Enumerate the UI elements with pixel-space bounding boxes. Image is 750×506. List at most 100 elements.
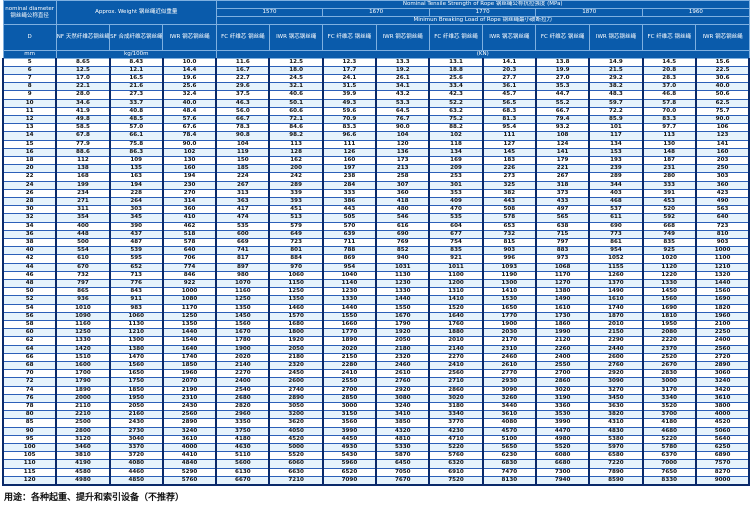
table-row: 56 1090 1060 1250 1450 1570 1550 1670 1640 1770 17… — [1, 312, 750, 322]
unit-weight: kg/100m — [55, 50, 217, 59]
value-cell: 1610 — [534, 304, 591, 313]
value-cell: 4310 — [588, 418, 644, 428]
value-cell: 90.0 — [375, 123, 431, 133]
value-cell: 4810 — [375, 435, 431, 445]
value-cell: 28.3 — [641, 74, 697, 84]
table-row: 120 4980 4850 5760 6670 7210 7090 7670 7520 8130 7… — [1, 476, 750, 487]
value-cell: 18.0 — [268, 66, 324, 75]
value-cell: 7050 — [375, 468, 431, 477]
value-cell: 112 — [55, 156, 111, 166]
value-cell: 1093 — [481, 263, 537, 272]
table-row: 36 448 437 518 600 649 639 690 677 732 715 773 749 81… — [1, 230, 750, 239]
value-cell: 57.8 — [641, 99, 697, 108]
diameter-cell: 24 — [1, 181, 58, 190]
table-row: 42 610 595 706 817 884 869 940 921 996 973 1052 1020… — [1, 254, 750, 264]
grade-1770: 1770 — [428, 8, 537, 17]
table-row: 11 41.9 40.8 48.4 56.0 60.6 59.6 64.5 63.2 68.3 66… — [1, 107, 750, 116]
value-cell: 2190 — [161, 386, 218, 395]
diameter-cell: 60 — [1, 328, 58, 338]
value-cell: 1560 — [694, 287, 750, 297]
value-cell: 40.0 — [694, 82, 750, 92]
value-cell: 1820 — [694, 304, 750, 313]
value-cell: 1190 — [481, 271, 537, 280]
value-cell: 1150 — [268, 279, 324, 289]
value-cell: 3120 — [55, 435, 111, 445]
value-cell: 1450 — [641, 287, 697, 297]
value-cell: 4320 — [375, 427, 431, 436]
value-cell: 104 — [215, 140, 271, 149]
value-cell: 2150 — [321, 353, 378, 363]
value-cell: 1560 — [108, 361, 164, 371]
value-cell: 865 — [55, 287, 111, 297]
value-cell: 3360 — [534, 402, 591, 412]
table-row: 6 12.5 12.1 14.4 16.7 18.0 17.7 19.2 18.8 20.3 19.… — [1, 66, 750, 75]
value-cell: 5600 — [215, 459, 271, 469]
value-cell: 2930 — [481, 377, 537, 387]
value-cell: 487 — [108, 238, 164, 248]
value-cell: 117 — [588, 131, 644, 141]
value-cell: 200 — [268, 164, 324, 174]
value-cell: 1510 — [55, 353, 111, 363]
value-cell: 17.0 — [55, 74, 111, 84]
value-cell: 197 — [321, 164, 378, 174]
value-cell: 27.7 — [481, 74, 537, 84]
value-cell: 1740 — [161, 353, 218, 363]
value-cell: 4180 — [641, 418, 697, 428]
value-cell: 160 — [161, 164, 218, 174]
value-cell: 954 — [588, 246, 644, 256]
value-cell: 213 — [375, 164, 431, 174]
value-cell: 1460 — [268, 304, 324, 313]
value-cell: 3150 — [321, 410, 378, 420]
value-cell: 1890 — [321, 336, 378, 346]
value-cell: 417 — [215, 205, 271, 215]
table-row: 105 3810 3720 4410 5110 5520 5430 5870 5760 6230 6… — [1, 451, 750, 461]
diameter-cell: 90 — [1, 427, 58, 436]
value-cell: 2430 — [161, 402, 218, 412]
value-cell: 418 — [375, 197, 431, 207]
value-cell: 1200 — [428, 279, 484, 289]
table-row: 20 138 135 160 185 200 197 213 209 226 221 239 231 25… — [1, 164, 750, 174]
value-cell: 360 — [161, 205, 218, 215]
value-cell: 67.6 — [161, 123, 218, 133]
value-cell: 49.8 — [55, 115, 111, 125]
value-cell: 443 — [321, 205, 378, 215]
value-cell: 3190 — [534, 394, 591, 404]
value-cell: 8.43 — [108, 58, 164, 67]
value-cell: 3530 — [534, 410, 591, 420]
value-cell: 2160 — [108, 410, 164, 420]
value-cell: 5870 — [375, 451, 431, 461]
value-cell: 33.4 — [428, 82, 484, 92]
value-cell: 600 — [215, 230, 271, 239]
value-cell: 39.9 — [321, 90, 378, 100]
value-cell: 1000 — [161, 287, 218, 297]
value-cell: 7940 — [534, 476, 591, 487]
value-cell: 2310 — [481, 345, 537, 354]
value-cell: 187 — [641, 156, 697, 166]
value-cell: 1170 — [534, 271, 591, 280]
table-row: 48 797 776 922 1070 1150 1140 1230 1200 1300 1270 1… — [1, 279, 750, 289]
value-cell: 610 — [55, 254, 111, 264]
value-cell: 2610 — [481, 361, 537, 371]
value-cell: 897 — [215, 263, 271, 272]
value-cell: 5220 — [428, 443, 484, 453]
value-cell: 2220 — [641, 336, 697, 346]
value-cell: 1440 — [694, 279, 750, 289]
value-cell: 2010 — [428, 336, 484, 346]
value-cell: 67.8 — [55, 131, 111, 141]
value-cell: 3050 — [268, 402, 324, 412]
value-cell: 2180 — [268, 353, 324, 363]
value-cell: 85.9 — [588, 115, 644, 125]
value-cell: 652 — [108, 263, 164, 272]
value-cell: 1750 — [108, 377, 164, 387]
value-cell: 996 — [481, 254, 537, 264]
table-row: 32 354 345 410 474 513 505 546 535 578 565 611 592 64… — [1, 213, 750, 223]
value-cell: 1330 — [55, 336, 111, 346]
value-cell: 53.3 — [375, 99, 431, 108]
table-row: 24 199 194 230 267 289 284 307 301 325 318 344 333 36… — [1, 181, 750, 190]
value-cell: 7890 — [588, 468, 644, 477]
value-cell: 3610 — [694, 394, 750, 404]
diameter-cell: 74 — [1, 386, 58, 395]
value-cell: 301 — [428, 181, 484, 190]
value-cell: 437 — [108, 230, 164, 239]
table-row: 15 77.9 75.8 90.0 104 113 111 120 118 127 124 134 13… — [1, 140, 750, 149]
